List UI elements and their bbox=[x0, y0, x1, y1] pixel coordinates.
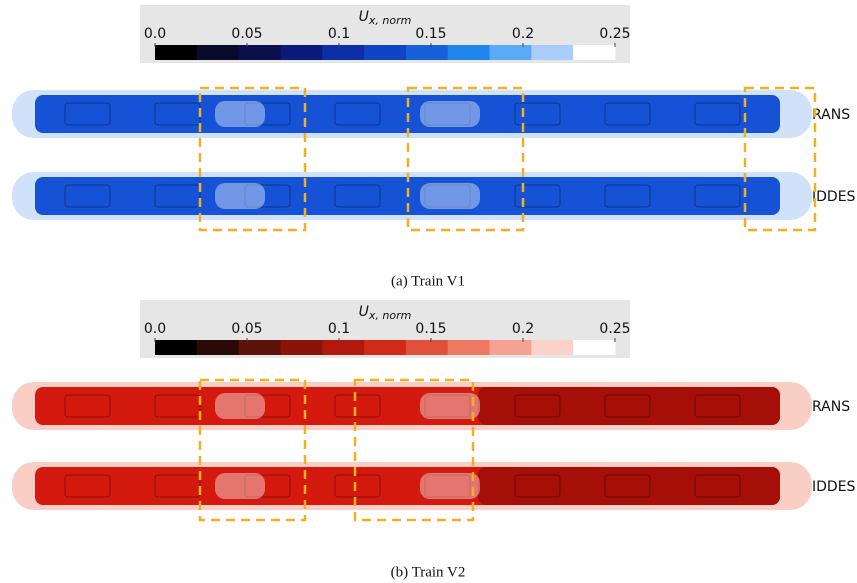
colorbar-tick-label: 0.1 bbox=[328, 26, 350, 42]
caption: (a) Train V1 bbox=[391, 273, 465, 289]
row-label: RANS bbox=[812, 399, 850, 415]
colorbar-step bbox=[406, 340, 448, 355]
colorbar-tick-label: 0.1 bbox=[328, 321, 350, 337]
subscript: x, norm bbox=[368, 309, 411, 322]
colorbar-tick-label: 0.15 bbox=[415, 321, 446, 337]
train-rear bbox=[478, 387, 780, 425]
caption: (b) Train V2 bbox=[391, 564, 466, 580]
colorbar-step bbox=[364, 45, 406, 60]
subscript: x, norm bbox=[368, 14, 411, 27]
wake bbox=[215, 183, 265, 209]
colorbar-step bbox=[490, 45, 532, 60]
colorbar-step bbox=[239, 45, 281, 60]
wake bbox=[420, 183, 480, 209]
colorbar-step bbox=[573, 340, 615, 355]
colorbar-step bbox=[531, 45, 573, 60]
colorbar-tick-label: 0.2 bbox=[512, 321, 534, 337]
colorbar-step bbox=[364, 340, 406, 355]
symbol: U bbox=[359, 9, 369, 25]
colorbar-step bbox=[197, 45, 239, 60]
wake bbox=[215, 473, 265, 499]
colorbar-tick-label: 0.0 bbox=[144, 26, 166, 42]
colorbar-step bbox=[448, 340, 490, 355]
wake bbox=[420, 101, 480, 127]
colorbar-step bbox=[531, 340, 573, 355]
colorbar-step bbox=[490, 340, 532, 355]
row-label: IDDES bbox=[812, 479, 856, 495]
row-label: IDDES bbox=[812, 189, 856, 205]
wake bbox=[215, 393, 265, 419]
colorbar-step bbox=[280, 340, 322, 355]
colorbar-tick-label: 0.2 bbox=[512, 26, 534, 42]
colorbar-step bbox=[155, 45, 197, 60]
colorbar-step bbox=[448, 45, 490, 60]
wake bbox=[420, 393, 480, 419]
colorbar-tick-label: 0.15 bbox=[415, 26, 446, 42]
colorbar-step bbox=[406, 45, 448, 60]
colorbar-tick-label: 0.25 bbox=[599, 321, 630, 337]
colorbar-tick-label: 0.25 bbox=[599, 26, 630, 42]
colorbar-step bbox=[239, 340, 281, 355]
colorbar-step bbox=[322, 340, 364, 355]
colorbar-tick-label: 0.05 bbox=[231, 321, 262, 337]
figure: Ux, norm 0.0 0.05 0.1 0.15 0.2 0.25 RANS IDDES (a… bbox=[0, 0, 857, 583]
wake bbox=[215, 101, 265, 127]
colorbar-tick-label: 0.05 bbox=[231, 26, 262, 42]
colorbar-step bbox=[155, 340, 197, 355]
colorbar-step bbox=[280, 45, 322, 60]
train-rear bbox=[478, 467, 780, 505]
symbol: U bbox=[359, 304, 369, 320]
wake bbox=[420, 473, 480, 499]
colorbar-step bbox=[197, 340, 239, 355]
colorbar-step bbox=[322, 45, 364, 60]
row-label: RANS bbox=[812, 107, 850, 123]
colorbar-step bbox=[573, 45, 615, 60]
colorbar-tick-label: 0.0 bbox=[144, 321, 166, 337]
